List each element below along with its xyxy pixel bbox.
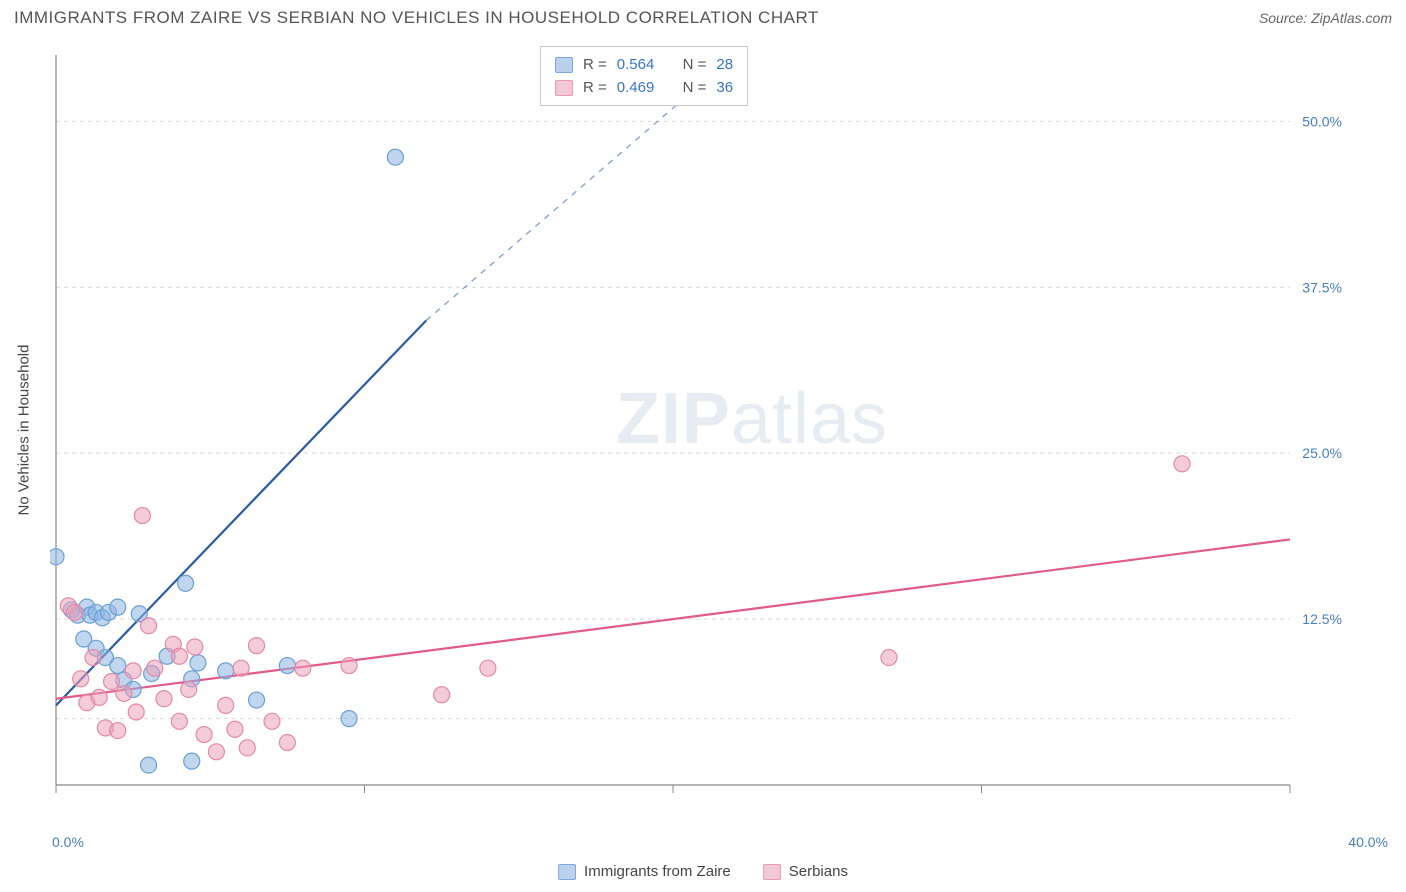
r-value: 0.564 [617,56,655,73]
plot-area: 12.5%25.0%37.5%50.0% ZIPatlas [50,45,1350,825]
r-label: R = [583,79,607,96]
svg-text:50.0%: 50.0% [1302,113,1342,129]
x-tick-left: 0.0% [52,834,84,850]
x-tick-right: 40.0% [1348,834,1388,850]
legend-swatch-zaire [555,57,573,73]
legend-item-zaire: Immigrants from Zaire [558,863,731,880]
n-value: 28 [716,56,733,73]
scatter-svg: 12.5% 25.0% 37.5% 50.0% [50,45,1350,825]
n-label: N = [683,56,707,73]
legend-swatch-serbians [555,80,573,96]
n-value: 36 [716,79,733,96]
svg-text:12.5%: 12.5% [1302,611,1342,627]
header: IMMIGRANTS FROM ZAIRE VS SERBIAN NO VEHI… [14,8,1392,28]
legend-row: R = 0.564 N = 28 [555,53,733,76]
r-label: R = [583,56,607,73]
legend-label: Serbians [789,863,848,880]
legend-swatch-icon [558,864,576,880]
n-label: N = [683,79,707,96]
legend-row: R = 0.469 N = 36 [555,76,733,99]
y-axis-label: No Vehicles in Household [16,345,33,516]
legend-label: Immigrants from Zaire [584,863,731,880]
svg-text:25.0%: 25.0% [1302,445,1342,461]
series-legend: Immigrants from Zaire Serbians [558,863,848,880]
correlation-legend: R = 0.564 N = 28 R = 0.469 N = 36 [540,46,748,106]
r-value: 0.469 [617,79,655,96]
chart-title: IMMIGRANTS FROM ZAIRE VS SERBIAN NO VEHI… [14,8,819,28]
svg-text:37.5%: 37.5% [1302,279,1342,295]
legend-swatch-icon [763,864,781,880]
source-label: Source: ZipAtlas.com [1259,10,1392,26]
legend-item-serbians: Serbians [763,863,848,880]
